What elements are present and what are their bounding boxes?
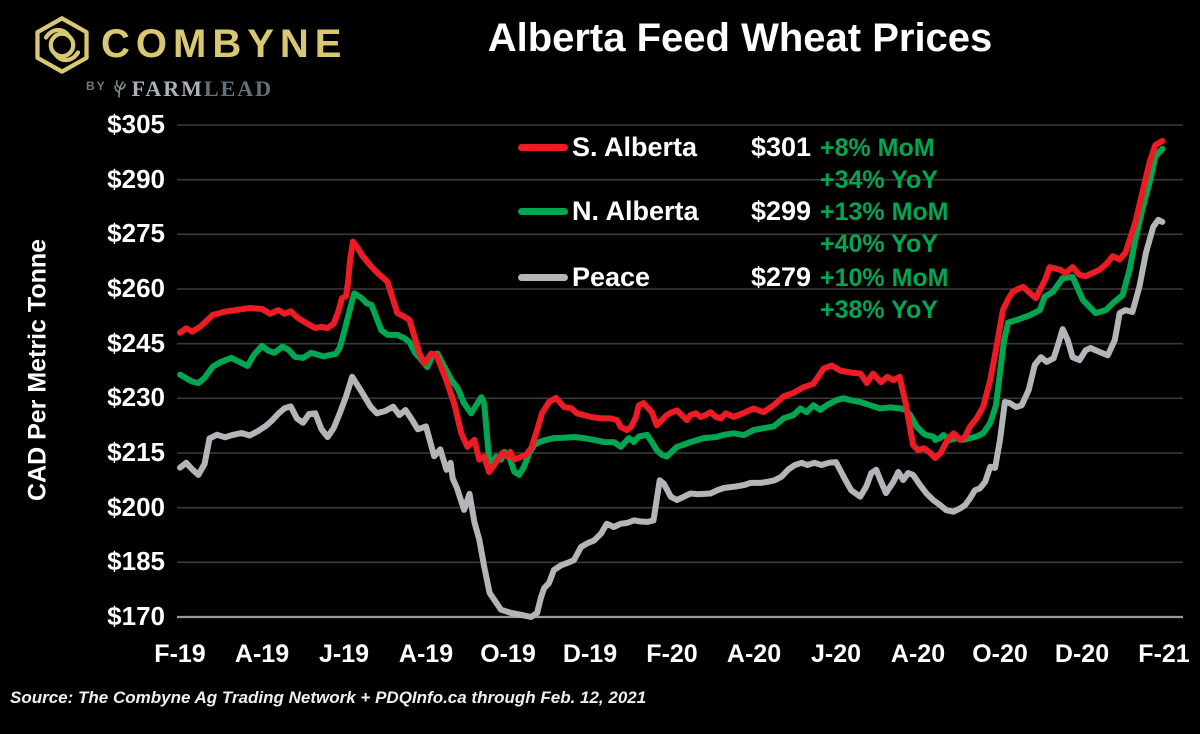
- byline: BY FARMLEAD: [86, 76, 274, 101]
- legend-row-peace: Peace $279 +10% MoM +38% YoY: [518, 259, 1018, 329]
- x-tick-label: J-19: [318, 640, 370, 668]
- x-tick-label: J-20: [810, 640, 862, 668]
- x-tick-label: D-20: [1054, 640, 1110, 668]
- logo: [30, 15, 94, 80]
- legend-label: Peace: [572, 262, 651, 292]
- y-tick-label: $200: [107, 491, 165, 522]
- yoy-change-badge: +40% YoY: [820, 230, 938, 258]
- yoy-change-badge: +34% YoY: [820, 166, 938, 194]
- combyne-hexagon-icon: [35, 16, 89, 74]
- legend-current-price: $301: [751, 132, 812, 162]
- x-tick-label: A-20: [890, 640, 946, 668]
- y-tick-label: $245: [107, 327, 165, 358]
- y-tick-label: $260: [107, 273, 165, 303]
- x-tick-label: F-19: [154, 640, 206, 668]
- mom-change-badge: +8% MoM: [820, 134, 935, 162]
- mom-change-badge: +10% MoM: [820, 264, 949, 292]
- byline-brand-lead: LEAD: [203, 76, 274, 101]
- y-tick-label: $215: [107, 437, 165, 467]
- n-alberta-line-swatch: [518, 208, 568, 215]
- y-tick-label: $170: [107, 601, 165, 631]
- x-tick-label: A-19: [234, 640, 290, 668]
- peace-price-line: [177, 216, 1166, 620]
- legend-label: S. Alberta: [572, 132, 698, 162]
- byline-by-label: BY: [86, 79, 107, 93]
- y-tick-label: $305: [107, 109, 165, 139]
- logo-wordmark: COMBYNE: [101, 22, 348, 66]
- legend-current-price: $299: [751, 196, 812, 226]
- s-alberta-price-line: [177, 138, 1166, 475]
- y-tick-label: $230: [107, 382, 165, 413]
- wheat-icon: [114, 80, 126, 98]
- x-tick-label: A-20: [726, 640, 782, 668]
- page-title: Alberta Feed Wheat Prices: [487, 16, 993, 60]
- y-tick-label: $275: [107, 218, 165, 249]
- x-tick-label: F-21: [1138, 640, 1190, 668]
- legend-row-n-alberta: N. Alberta $299 +13% MoM +40% YoY: [518, 193, 1018, 263]
- byline-brand-farm: FARM: [131, 76, 204, 101]
- yoy-change-badge: +38% YoY: [820, 296, 938, 324]
- s-alberta-line-swatch: [518, 144, 568, 151]
- legend-label: N. Alberta: [572, 196, 699, 226]
- legend-row-s-alberta: S. Alberta $301 +8% MoM +34% YoY: [518, 129, 1018, 199]
- x-tick-label: A-19: [398, 640, 454, 668]
- y-axis-title: CAD Per Metric Tonne: [23, 238, 52, 502]
- x-tick-label: D-19: [562, 640, 618, 668]
- x-tick-label: O-20: [972, 640, 1028, 668]
- n-alberta-price-line: [177, 145, 1166, 478]
- x-tick-label: O-19: [480, 640, 536, 668]
- x-tick-label: F-20: [646, 640, 698, 668]
- peace-line-swatch: [518, 274, 568, 281]
- source-note: Source: The Combyne Ag Trading Network +…: [10, 688, 647, 707]
- mom-change-badge: +13% MoM: [820, 198, 949, 226]
- legend-current-price: $279: [751, 262, 812, 292]
- y-tick-label: $185: [107, 546, 165, 577]
- y-tick-label: $290: [107, 163, 165, 194]
